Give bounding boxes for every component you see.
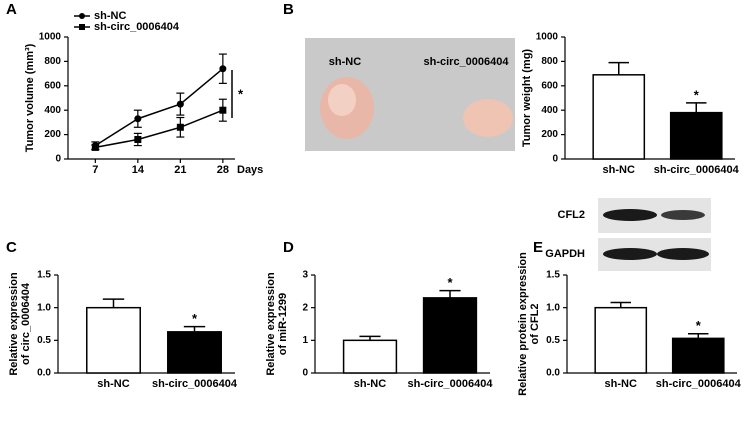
x-tick-label: sh-NC [354, 378, 386, 390]
y-tick-label: 200 [541, 129, 558, 140]
x-tick-label: sh-NC [603, 164, 635, 176]
marker [91, 143, 99, 151]
significance: * [238, 86, 244, 101]
y-axis-label: Relative protein expression [517, 252, 529, 396]
significance: * [192, 311, 198, 326]
marker [134, 115, 142, 123]
y-tick-label: 1.0 [37, 302, 51, 313]
bar [86, 306, 141, 374]
marker [219, 65, 227, 73]
x-axis-label: Days [237, 164, 263, 176]
marker [176, 123, 184, 131]
x-tick-label: sh-circ_0006404 [656, 378, 742, 390]
y-axis-label: of circ_0006404 [20, 282, 32, 365]
tumor [463, 99, 513, 137]
y-tick-label: 0 [302, 368, 308, 379]
significance: * [447, 275, 453, 290]
bar [592, 74, 646, 160]
panel-label: A [6, 1, 17, 18]
western-blot: CFL2 GAPDH [545, 198, 711, 271]
significance: * [694, 87, 700, 102]
y-tick-label: 1.5 [37, 270, 51, 281]
y-tick-label: 0 [55, 154, 61, 165]
y-tick-label: 600 [541, 80, 558, 91]
y-tick-label: 1000 [39, 32, 62, 43]
y-axis-label: Tumor weight (mg) [521, 49, 533, 148]
y-tick-label: 0.0 [37, 368, 51, 379]
x-tick-label: 21 [174, 164, 186, 176]
legend-label: sh-NC [94, 10, 126, 22]
x-tick-label: sh-NC [605, 378, 637, 390]
y-tick-label: 0.5 [37, 335, 51, 346]
photo-label: sh-circ_0006404 [423, 56, 509, 68]
bar [671, 337, 725, 374]
tumor-photo: sh-NC sh-circ_0006404 [305, 38, 515, 151]
bar [342, 339, 398, 374]
y-tick-label: 1000 [536, 32, 559, 43]
y-tick-label: 2 [302, 302, 308, 313]
x-tick-label: sh-circ_0006404 [407, 378, 493, 390]
y-axis-label: Relative expression [265, 272, 277, 376]
marker [219, 106, 227, 114]
band [657, 248, 709, 260]
x-tick-label: sh-circ_0006404 [152, 378, 238, 390]
x-tick-label: 7 [92, 164, 98, 176]
y-tick-label: 1.0 [546, 302, 560, 313]
band [603, 248, 657, 260]
y-tick-label: 0 [552, 154, 558, 165]
blot-label: GAPDH [545, 248, 585, 260]
y-tick-label: 1.5 [546, 270, 560, 281]
bar [167, 331, 222, 374]
y-tick-label: 400 [44, 105, 61, 116]
band [661, 210, 705, 220]
line [94, 68, 224, 147]
panel-label: B [283, 1, 294, 18]
bar [669, 111, 723, 160]
y-tick-label: 1 [302, 335, 308, 346]
y-tick-label: 3 [302, 270, 308, 281]
band [603, 209, 657, 221]
significance: * [696, 318, 702, 333]
y-axis-label: Tumor volume (mm³) [24, 43, 36, 152]
legend-label: sh-circ_0006404 [94, 21, 180, 33]
y-axis-label: Relative expression [8, 272, 20, 376]
tumor-highlight [328, 84, 356, 116]
bar [594, 306, 648, 374]
blot-label: CFL2 [558, 209, 586, 221]
y-tick-label: 200 [44, 129, 61, 140]
marker [134, 135, 142, 143]
x-tick-label: sh-NC [97, 378, 129, 390]
y-tick-label: 0.5 [546, 335, 560, 346]
x-tick-label: 14 [132, 164, 145, 176]
panel-label: D [283, 239, 294, 256]
bar [422, 297, 478, 374]
y-tick-label: 400 [541, 105, 558, 116]
y-axis-label: of miR-1299 [277, 293, 289, 355]
panel-label: E [533, 239, 543, 256]
legend-marker [79, 13, 85, 19]
panel-label: C [6, 239, 17, 256]
legend-marker [79, 24, 85, 30]
x-tick-label: sh-circ_0006404 [654, 164, 740, 176]
y-tick-label: 0.0 [546, 368, 560, 379]
y-axis-label: of CFL2 [529, 304, 541, 345]
x-tick-label: 28 [217, 164, 229, 176]
marker [176, 100, 184, 108]
line [95, 109, 224, 149]
y-tick-label: 800 [44, 56, 61, 67]
photo-label: sh-NC [329, 56, 361, 68]
y-tick-label: 600 [44, 80, 61, 91]
y-tick-label: 800 [541, 56, 558, 67]
